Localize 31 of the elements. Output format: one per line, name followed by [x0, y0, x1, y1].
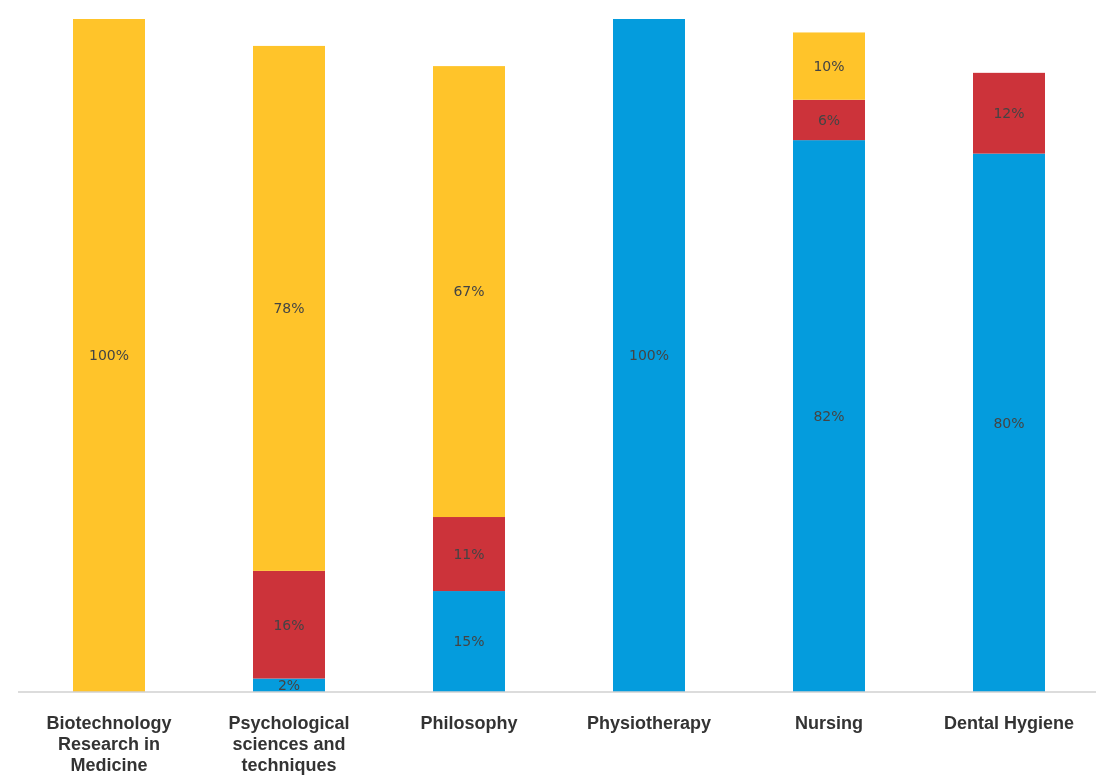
bar — [793, 99, 865, 141]
bar — [433, 66, 505, 518]
data-label: 100% — [628, 347, 670, 364]
data-label: 6% — [817, 111, 841, 128]
bar — [253, 45, 325, 571]
bar — [433, 517, 505, 592]
x-tick-label: Dental Hygiene — [943, 713, 1075, 733]
bar — [433, 591, 505, 692]
data-label: 15% — [453, 633, 485, 650]
data-label: 100% — [88, 347, 130, 364]
bar — [793, 140, 865, 692]
data-label: 80% — [993, 414, 1025, 431]
bar — [613, 19, 685, 692]
x-tick-label: Physiotherapy — [586, 713, 712, 733]
x-tick-label: Philosophy — [420, 713, 518, 733]
x-tick-label: Nursing — [794, 713, 864, 733]
data-label: 11% — [453, 545, 485, 562]
bar — [793, 32, 865, 100]
bar — [973, 153, 1045, 692]
x-tick-label: Biotechnology Research in Medicine — [46, 713, 172, 775]
data-label: 12% — [993, 105, 1025, 122]
data-label: 16% — [273, 616, 305, 633]
data-label: 78% — [273, 300, 305, 317]
bar — [73, 19, 145, 692]
data-label: 67% — [453, 283, 485, 300]
x-tick-label: Psychological sciences and techniques — [228, 713, 350, 775]
data-label: 2% — [277, 677, 301, 694]
data-label: 10% — [813, 58, 845, 75]
bar — [253, 570, 325, 679]
bar — [973, 72, 1045, 154]
data-label: 82% — [813, 407, 845, 424]
